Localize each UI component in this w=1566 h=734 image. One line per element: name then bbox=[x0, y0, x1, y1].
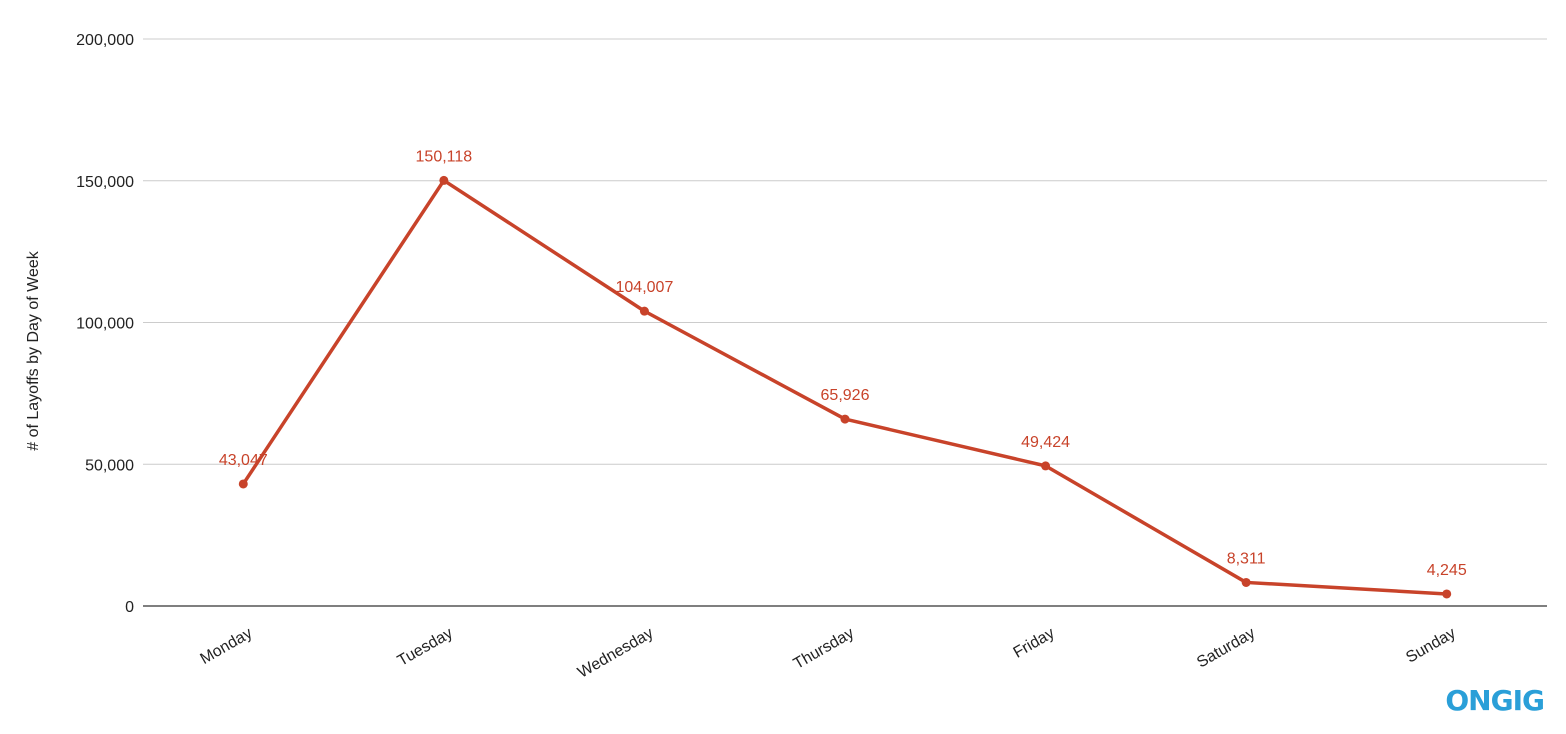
y-axis-ticks: 0 50,000 100,000 150,000 200,000 bbox=[76, 32, 134, 616]
data-point bbox=[1041, 461, 1051, 471]
data-label: 104,007 bbox=[616, 279, 674, 296]
data-label: 8,311 bbox=[1227, 550, 1266, 567]
data-point bbox=[840, 414, 850, 424]
grid-lines bbox=[143, 38, 1547, 607]
data-point bbox=[639, 306, 649, 316]
data-label: 4,245 bbox=[1427, 562, 1467, 579]
y-tick-label: 100,000 bbox=[76, 316, 134, 333]
data-label: 150,118 bbox=[416, 148, 473, 165]
x-tick-label: Saturday bbox=[1194, 625, 1258, 672]
ongig-logo: ONGIG bbox=[1445, 684, 1544, 717]
y-tick-label: 150,000 bbox=[76, 174, 134, 191]
data-label: 43,047 bbox=[219, 452, 268, 469]
x-tick-label: Friday bbox=[1011, 625, 1058, 662]
y-tick-label: 50,000 bbox=[85, 457, 134, 474]
y-tick-label: 0 bbox=[125, 599, 134, 616]
data-point bbox=[1241, 577, 1251, 587]
y-tick-label: 200,000 bbox=[76, 32, 134, 49]
data-label: 65,926 bbox=[821, 387, 870, 404]
x-tick-label: Sunday bbox=[1403, 625, 1458, 667]
x-tick-label: Tuesday bbox=[395, 625, 456, 670]
data-point bbox=[439, 175, 449, 185]
data-point bbox=[1442, 589, 1452, 599]
y-axis-title: # of Layoffs by Day of Week bbox=[25, 250, 42, 451]
data-points bbox=[238, 175, 1452, 599]
data-label: 49,424 bbox=[1021, 434, 1070, 451]
x-tick-label: Thursday bbox=[791, 625, 857, 673]
x-axis-ticks: Monday Tuesday Wednesday Thursday Friday Satu… bbox=[197, 625, 1458, 682]
x-tick-label: Monday bbox=[197, 625, 255, 668]
data-point bbox=[238, 479, 248, 489]
data-labels: 43,047 150,118 104,007 65,926 49,424 8,311 4,2… bbox=[219, 148, 1467, 579]
x-tick-label: Wednesday bbox=[575, 625, 656, 682]
